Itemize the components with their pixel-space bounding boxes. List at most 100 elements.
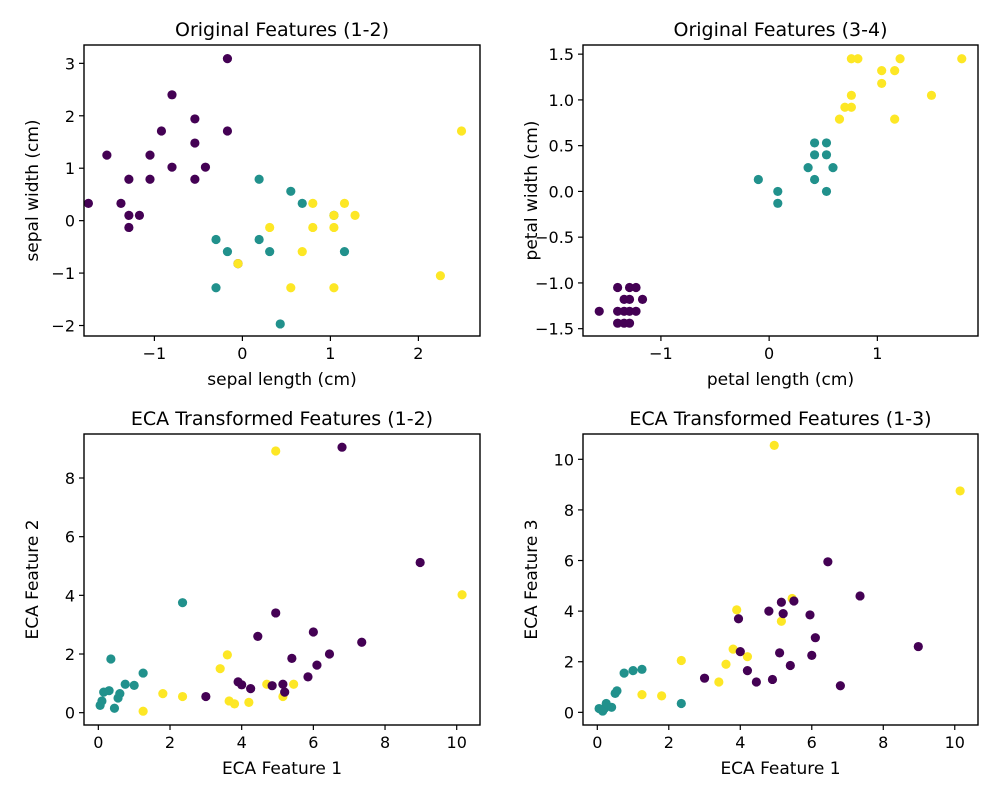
data-point xyxy=(83,198,93,208)
data-point xyxy=(109,703,120,713)
data-point xyxy=(106,654,116,664)
y-axis-label: petal width (cm) xyxy=(522,121,542,261)
y-tick-label: 6 xyxy=(564,552,574,571)
data-point xyxy=(167,90,177,100)
y-tick-label: 1.5 xyxy=(549,45,574,64)
y-tick-label: 1 xyxy=(65,159,75,178)
data-point xyxy=(624,282,635,293)
data-point xyxy=(308,627,318,637)
data-point xyxy=(773,198,783,208)
y-tick-label: −0.5 xyxy=(535,228,574,247)
y-tick-label: 2 xyxy=(564,653,574,672)
data-point xyxy=(222,126,233,136)
data-point xyxy=(913,641,923,652)
y-tick-label: 0.0 xyxy=(549,182,574,201)
y-tick-label: 4 xyxy=(65,586,75,605)
data-point xyxy=(877,78,887,89)
data-point xyxy=(229,699,240,709)
x-tick-label: 4 xyxy=(237,733,247,752)
y-tick-label: 3 xyxy=(65,54,75,73)
data-point xyxy=(156,126,167,136)
data-point xyxy=(631,306,641,316)
data-point xyxy=(624,294,635,304)
data-point xyxy=(957,54,967,64)
data-point xyxy=(116,198,126,208)
data-point xyxy=(821,138,832,148)
x-tick-label: 0 xyxy=(93,733,103,752)
data-point xyxy=(733,614,744,624)
data-point xyxy=(877,66,887,76)
data-point xyxy=(821,150,832,160)
y-tick-label: 0 xyxy=(65,212,75,231)
x-tick-label: −1 xyxy=(143,344,167,363)
data-point xyxy=(158,689,168,699)
data-point xyxy=(855,591,865,601)
x-tick-label: 2 xyxy=(413,344,423,363)
data-point xyxy=(271,608,281,618)
x-tick-label: −1 xyxy=(649,344,673,363)
data-point xyxy=(435,271,445,281)
data-point xyxy=(233,259,243,269)
data-point xyxy=(129,680,139,691)
data-point xyxy=(732,605,742,615)
data-point xyxy=(890,66,900,76)
data-point xyxy=(840,102,850,112)
y-tick-label: 8 xyxy=(564,501,574,520)
x-tick-label: 1 xyxy=(325,344,335,363)
data-point xyxy=(167,162,177,172)
data-point xyxy=(637,690,647,700)
data-point xyxy=(308,198,318,208)
data-point xyxy=(329,283,339,293)
y-tick-label: 0.5 xyxy=(549,137,574,156)
data-point xyxy=(200,162,211,172)
x-tick-label: 0 xyxy=(237,344,247,363)
data-point xyxy=(271,446,281,456)
data-point xyxy=(714,677,724,687)
y-tick-label: 4 xyxy=(564,602,574,621)
chart-title: ECA Transformed Features (1-3) xyxy=(629,408,931,430)
data-point xyxy=(657,691,667,701)
data-point xyxy=(785,660,795,671)
data-point xyxy=(742,652,753,662)
x-tick-label: 6 xyxy=(807,733,817,752)
data-point xyxy=(676,698,686,709)
y-tick-label: 0 xyxy=(65,704,75,723)
data-point xyxy=(237,680,247,690)
data-point xyxy=(778,609,788,619)
data-point xyxy=(805,610,815,620)
data-point xyxy=(102,150,112,160)
axes-frame xyxy=(83,44,481,337)
axes-frame xyxy=(83,433,481,726)
data-point xyxy=(803,163,813,173)
data-point xyxy=(120,679,130,689)
data-point xyxy=(624,306,635,316)
data-point xyxy=(807,650,817,661)
y-tick-label: −1.0 xyxy=(535,274,574,293)
data-point xyxy=(286,186,296,196)
data-point xyxy=(594,306,604,316)
data-point xyxy=(267,681,277,691)
data-point xyxy=(637,294,648,304)
data-point xyxy=(190,174,200,184)
data-point xyxy=(324,649,335,659)
data-point xyxy=(297,246,307,257)
data-point xyxy=(145,174,155,184)
data-point xyxy=(775,648,785,658)
data-point xyxy=(97,696,107,706)
data-point xyxy=(124,210,134,221)
data-point xyxy=(287,653,297,664)
chart-title: ECA Transformed Features (1-2) xyxy=(131,408,433,430)
data-point xyxy=(222,246,233,257)
data-point xyxy=(265,246,275,257)
scatter-points xyxy=(95,442,467,716)
data-point xyxy=(846,90,856,100)
data-point xyxy=(280,687,290,697)
data-point xyxy=(177,598,188,608)
data-point xyxy=(612,686,622,696)
data-point xyxy=(637,664,647,674)
data-point xyxy=(821,186,832,197)
x-tick-label: 0 xyxy=(592,733,602,752)
data-point xyxy=(735,647,745,657)
data-point xyxy=(215,664,225,674)
